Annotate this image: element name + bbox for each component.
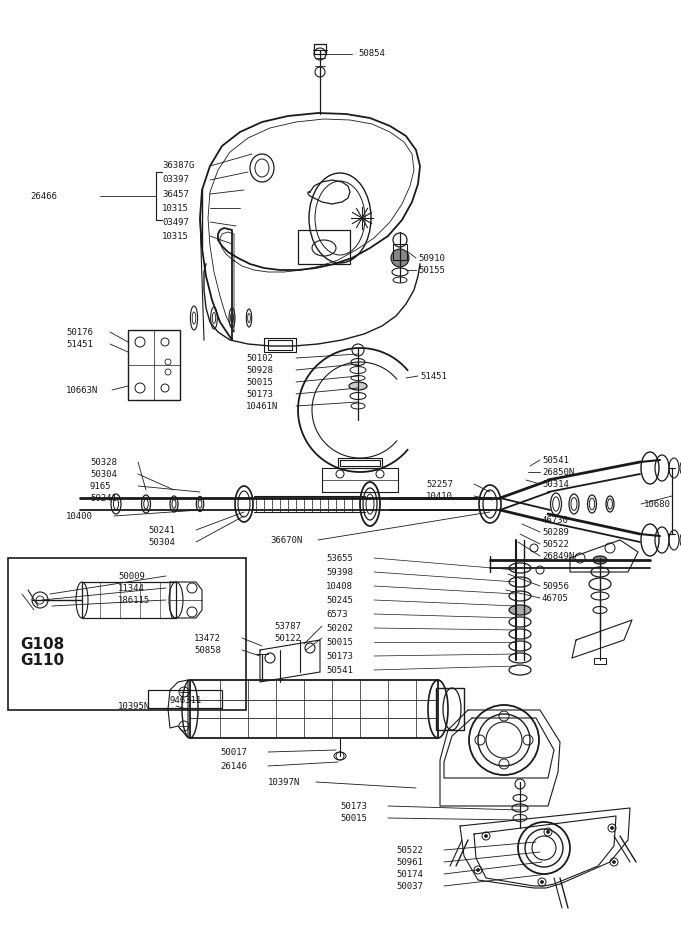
Text: 53787: 53787 <box>274 622 301 630</box>
Bar <box>82 582 176 618</box>
Text: 50174: 50174 <box>396 869 423 879</box>
Text: 50173: 50173 <box>326 652 353 660</box>
Bar <box>393 244 407 260</box>
Text: 13472: 13472 <box>194 634 221 642</box>
Circle shape <box>484 834 488 837</box>
Text: 50102: 50102 <box>246 354 273 362</box>
Ellipse shape <box>349 382 367 390</box>
Text: 10315: 10315 <box>162 232 189 240</box>
Circle shape <box>541 881 543 884</box>
Text: 50522: 50522 <box>542 539 569 549</box>
Circle shape <box>612 861 616 864</box>
Text: 186115: 186115 <box>118 595 151 604</box>
Text: 46730: 46730 <box>542 516 569 524</box>
Text: 51451: 51451 <box>66 340 93 348</box>
Text: 50854: 50854 <box>358 49 385 59</box>
Text: 50961: 50961 <box>396 857 423 867</box>
Text: 50015: 50015 <box>326 638 353 646</box>
Text: 946311: 946311 <box>170 695 202 705</box>
Text: G108: G108 <box>20 637 64 652</box>
Text: 10461N: 10461N <box>246 401 279 411</box>
Text: 50328: 50328 <box>90 458 117 466</box>
Text: 50241: 50241 <box>148 525 175 534</box>
Text: 10408: 10408 <box>326 582 353 590</box>
Text: 50314: 50314 <box>542 480 569 488</box>
Text: 9165: 9165 <box>90 482 112 490</box>
Text: 50017: 50017 <box>220 747 247 757</box>
Text: G110: G110 <box>20 653 64 668</box>
Text: 50541: 50541 <box>542 456 569 464</box>
Text: 03397: 03397 <box>162 176 189 184</box>
Text: 10410: 10410 <box>426 492 453 500</box>
Text: 26466: 26466 <box>30 191 57 201</box>
Text: 50289: 50289 <box>542 528 569 536</box>
Text: 50173: 50173 <box>246 390 273 398</box>
Text: 50009: 50009 <box>118 571 145 581</box>
Text: 10395N: 10395N <box>118 702 151 710</box>
Text: 53655: 53655 <box>326 553 353 563</box>
Text: 26146: 26146 <box>220 762 247 770</box>
Bar <box>298 230 350 264</box>
Bar <box>190 680 438 738</box>
Bar <box>594 658 606 664</box>
Text: 59398: 59398 <box>326 568 353 576</box>
Circle shape <box>610 827 614 830</box>
Text: 36670N: 36670N <box>270 535 302 545</box>
Text: 50304: 50304 <box>148 537 175 547</box>
Text: 6573: 6573 <box>326 609 347 619</box>
Text: 50245: 50245 <box>326 595 353 604</box>
Bar <box>8 558 246 710</box>
Text: 52257: 52257 <box>426 480 453 488</box>
Ellipse shape <box>509 605 531 615</box>
Bar <box>436 688 464 730</box>
Text: 46705: 46705 <box>542 593 569 603</box>
Text: 50015: 50015 <box>246 377 273 387</box>
Text: 10400: 10400 <box>66 512 93 520</box>
Text: 50173: 50173 <box>340 801 367 811</box>
Text: 11344: 11344 <box>118 584 145 592</box>
Text: 50202: 50202 <box>326 623 353 633</box>
Text: 10397N: 10397N <box>268 778 300 786</box>
Text: 50522: 50522 <box>396 846 423 854</box>
Text: 50956: 50956 <box>542 582 569 590</box>
Circle shape <box>391 249 409 267</box>
Bar <box>314 44 326 54</box>
Text: 50037: 50037 <box>396 882 423 890</box>
Text: 10315: 10315 <box>162 203 189 213</box>
Ellipse shape <box>593 556 607 564</box>
Text: 50304: 50304 <box>90 469 117 479</box>
Text: 50241: 50241 <box>90 494 117 502</box>
Bar <box>148 690 222 708</box>
Text: 36387G: 36387G <box>162 162 194 170</box>
Text: 50541: 50541 <box>326 665 353 674</box>
Text: 50928: 50928 <box>246 365 273 375</box>
Text: 03497: 03497 <box>162 218 189 226</box>
Text: 51451: 51451 <box>420 372 447 380</box>
Text: 10663N: 10663N <box>66 386 98 394</box>
Text: 50155: 50155 <box>418 266 445 274</box>
Text: 50858: 50858 <box>194 645 221 655</box>
Text: 26850N: 26850N <box>542 467 574 477</box>
Text: 26849N: 26849N <box>542 552 574 560</box>
Circle shape <box>477 868 479 871</box>
Text: 50122: 50122 <box>274 634 301 642</box>
Text: 50176: 50176 <box>66 327 93 337</box>
Circle shape <box>546 831 550 833</box>
Bar <box>128 330 180 400</box>
Text: 50910: 50910 <box>418 254 445 262</box>
Text: 50015: 50015 <box>340 814 367 822</box>
Text: 36457: 36457 <box>162 189 189 199</box>
Text: 10680: 10680 <box>644 499 671 509</box>
